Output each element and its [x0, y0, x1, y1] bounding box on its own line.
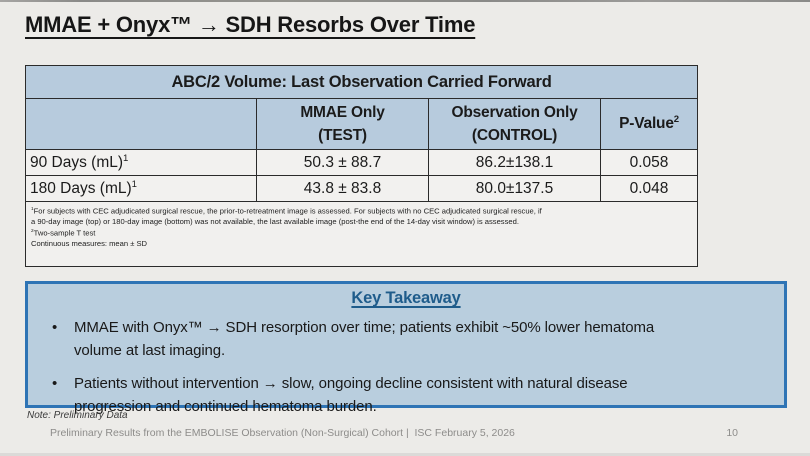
volume-table: ABC/2 Volume: Last Observation Carried F…	[24, 65, 699, 267]
bottom-strip	[0, 453, 810, 456]
col-header-mmae-line1: MMAE Only	[300, 103, 385, 121]
row-label-180-days: 180 Days (mL)1	[25, 175, 257, 202]
col-header-mmae-line2: (TEST)	[318, 127, 367, 144]
table-corner-cell	[25, 98, 257, 150]
footnote-2-text: Two-sample T test	[33, 228, 96, 238]
table-footnotes: 1For subjects with CEC adjudicated surgi…	[24, 201, 699, 267]
table-title-row: ABC/2 Volume: Last Observation Carried F…	[24, 65, 699, 99]
footnote-1-sup: 1	[31, 206, 34, 211]
table-footnote-row: 1For subjects with CEC adjudicated surgi…	[24, 201, 699, 267]
col-header-pvalue: P-Value2	[599, 98, 699, 150]
cell-180-pvalue: 0.048	[599, 175, 699, 202]
footnote-3: Continuous measures: mean ± SD	[31, 239, 691, 250]
row-label-sup: 1	[131, 178, 137, 190]
row-label-90-days: 90 Days (mL)1	[25, 149, 257, 176]
row-label-text: 180 Days (mL)	[30, 180, 132, 198]
row-label-sup: 1	[123, 152, 129, 164]
col-header-observation: Observation Only (CONTROL)	[428, 98, 601, 150]
col-header-observation-line1: Observation Only	[451, 103, 578, 121]
cell-90-test: 50.3 ± 88.7	[256, 149, 429, 176]
page-number: 10	[726, 427, 738, 439]
bullet-2-line2: progression and continued hematoma burde…	[74, 397, 377, 415]
takeaway-bullet-2-text: Patients without intervention → slow, on…	[74, 373, 628, 418]
cell-180-test: 43.8 ± 83.8	[256, 175, 429, 202]
table-title: ABC/2 Volume: Last Observation Carried F…	[24, 65, 699, 99]
cell-90-control: 86.2±138.1	[428, 149, 601, 176]
slide-title: MMAE + Onyx™ → SDH Resorbs Over Time	[25, 12, 476, 37]
col-header-pvalue-label: P-Value	[619, 115, 674, 133]
bullet-icon	[52, 317, 74, 362]
takeaway-bullet-2: Patients without intervention → slow, on…	[52, 373, 774, 418]
table-row-180-days: 180 Days (mL)1 43.8 ± 83.8 80.0±137.5 0.…	[25, 175, 699, 202]
table-header-row: MMAE Only (TEST) Observation Only (CONTR…	[25, 98, 699, 150]
bullet-1-line2: volume at last imaging.	[74, 341, 226, 359]
footnote-1-line2: a 90-day image (top) or 180-day image (b…	[31, 217, 519, 227]
key-takeaway-heading: Key Takeaway	[351, 289, 461, 307]
col-header-observation-line2: (CONTROL)	[471, 127, 558, 144]
footnote-2: 2Two-sample T test	[31, 228, 691, 239]
cell-90-pvalue: 0.058	[599, 149, 699, 176]
footnote-1: 1For subjects with CEC adjudicated surgi…	[31, 206, 691, 228]
cell-180-control: 80.0±137.5	[428, 175, 601, 202]
col-header-pvalue-sup: 2	[673, 114, 679, 126]
row-label-text: 90 Days (mL)	[30, 154, 124, 172]
bullet-2-line1: Patients without intervention → slow, on…	[74, 375, 628, 392]
footnote-2-sup: 2	[31, 228, 34, 234]
footnote-1-line1: For subjects with CEC adjudicated surgic…	[33, 206, 542, 216]
bullet-1-line1: MMAE with Onyx™ → SDH resorption over ti…	[74, 319, 655, 336]
top-strip	[0, 0, 810, 2]
footer-text: Preliminary Results from the EMBOLISE Ob…	[50, 427, 515, 439]
col-header-mmae: MMAE Only (TEST)	[256, 98, 429, 150]
key-takeaway-box: Key Takeaway MMAE with Onyx™ → SDH resor…	[25, 281, 787, 415]
takeaway-bullet-1: MMAE with Onyx™ → SDH resorption over ti…	[52, 317, 774, 362]
takeaway-bullet-1-text: MMAE with Onyx™ → SDH resorption over ti…	[74, 317, 654, 362]
footnote-3-text: Continuous measures: mean ± SD	[31, 239, 148, 249]
preliminary-data-note: Note: Preliminary Data	[27, 410, 128, 421]
table-row-90-days: 90 Days (mL)1 50.3 ± 88.7 86.2±138.1 0.0…	[25, 149, 699, 176]
